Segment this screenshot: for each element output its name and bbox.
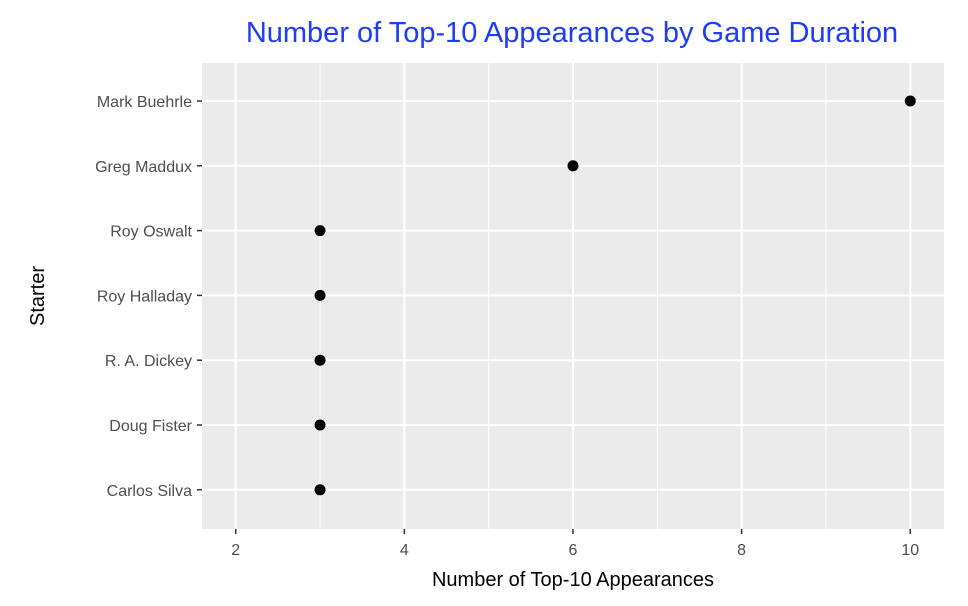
y-axis-title: Starter bbox=[27, 266, 49, 326]
x-tick-label: 2 bbox=[231, 542, 240, 559]
data-point bbox=[904, 95, 916, 107]
data-point bbox=[314, 289, 326, 301]
data-points bbox=[314, 95, 916, 496]
y-axis: Mark Buehrle Greg Maddux Roy Oswalt Roy Hal… bbox=[95, 94, 202, 500]
chart-title: Number of Top-10 Appearances by Game Dur… bbox=[246, 17, 898, 49]
y-tick-label: Doug Fister bbox=[109, 418, 192, 435]
y-tick-label: Roy Oswalt bbox=[110, 224, 192, 241]
y-tick-label: Roy Halladay bbox=[97, 288, 192, 305]
y-tick-label: Mark Buehrle bbox=[97, 94, 192, 111]
data-point bbox=[314, 354, 326, 366]
x-axis: 2 4 6 8 10 bbox=[231, 529, 919, 559]
x-tick-label: 8 bbox=[737, 542, 746, 559]
data-point bbox=[314, 225, 326, 237]
x-tick-label: 6 bbox=[569, 542, 578, 559]
y-tick-label: Greg Maddux bbox=[95, 159, 192, 176]
x-axis-title: Number of Top-10 Appearances bbox=[432, 569, 714, 591]
x-tick-label: 10 bbox=[901, 542, 919, 559]
data-point bbox=[314, 419, 326, 431]
y-tick-label: Carlos Silva bbox=[107, 483, 192, 500]
y-tick-label: R. A. Dickey bbox=[105, 353, 192, 370]
x-tick-label: 4 bbox=[400, 542, 409, 559]
data-point bbox=[567, 160, 579, 172]
data-point bbox=[314, 484, 326, 496]
